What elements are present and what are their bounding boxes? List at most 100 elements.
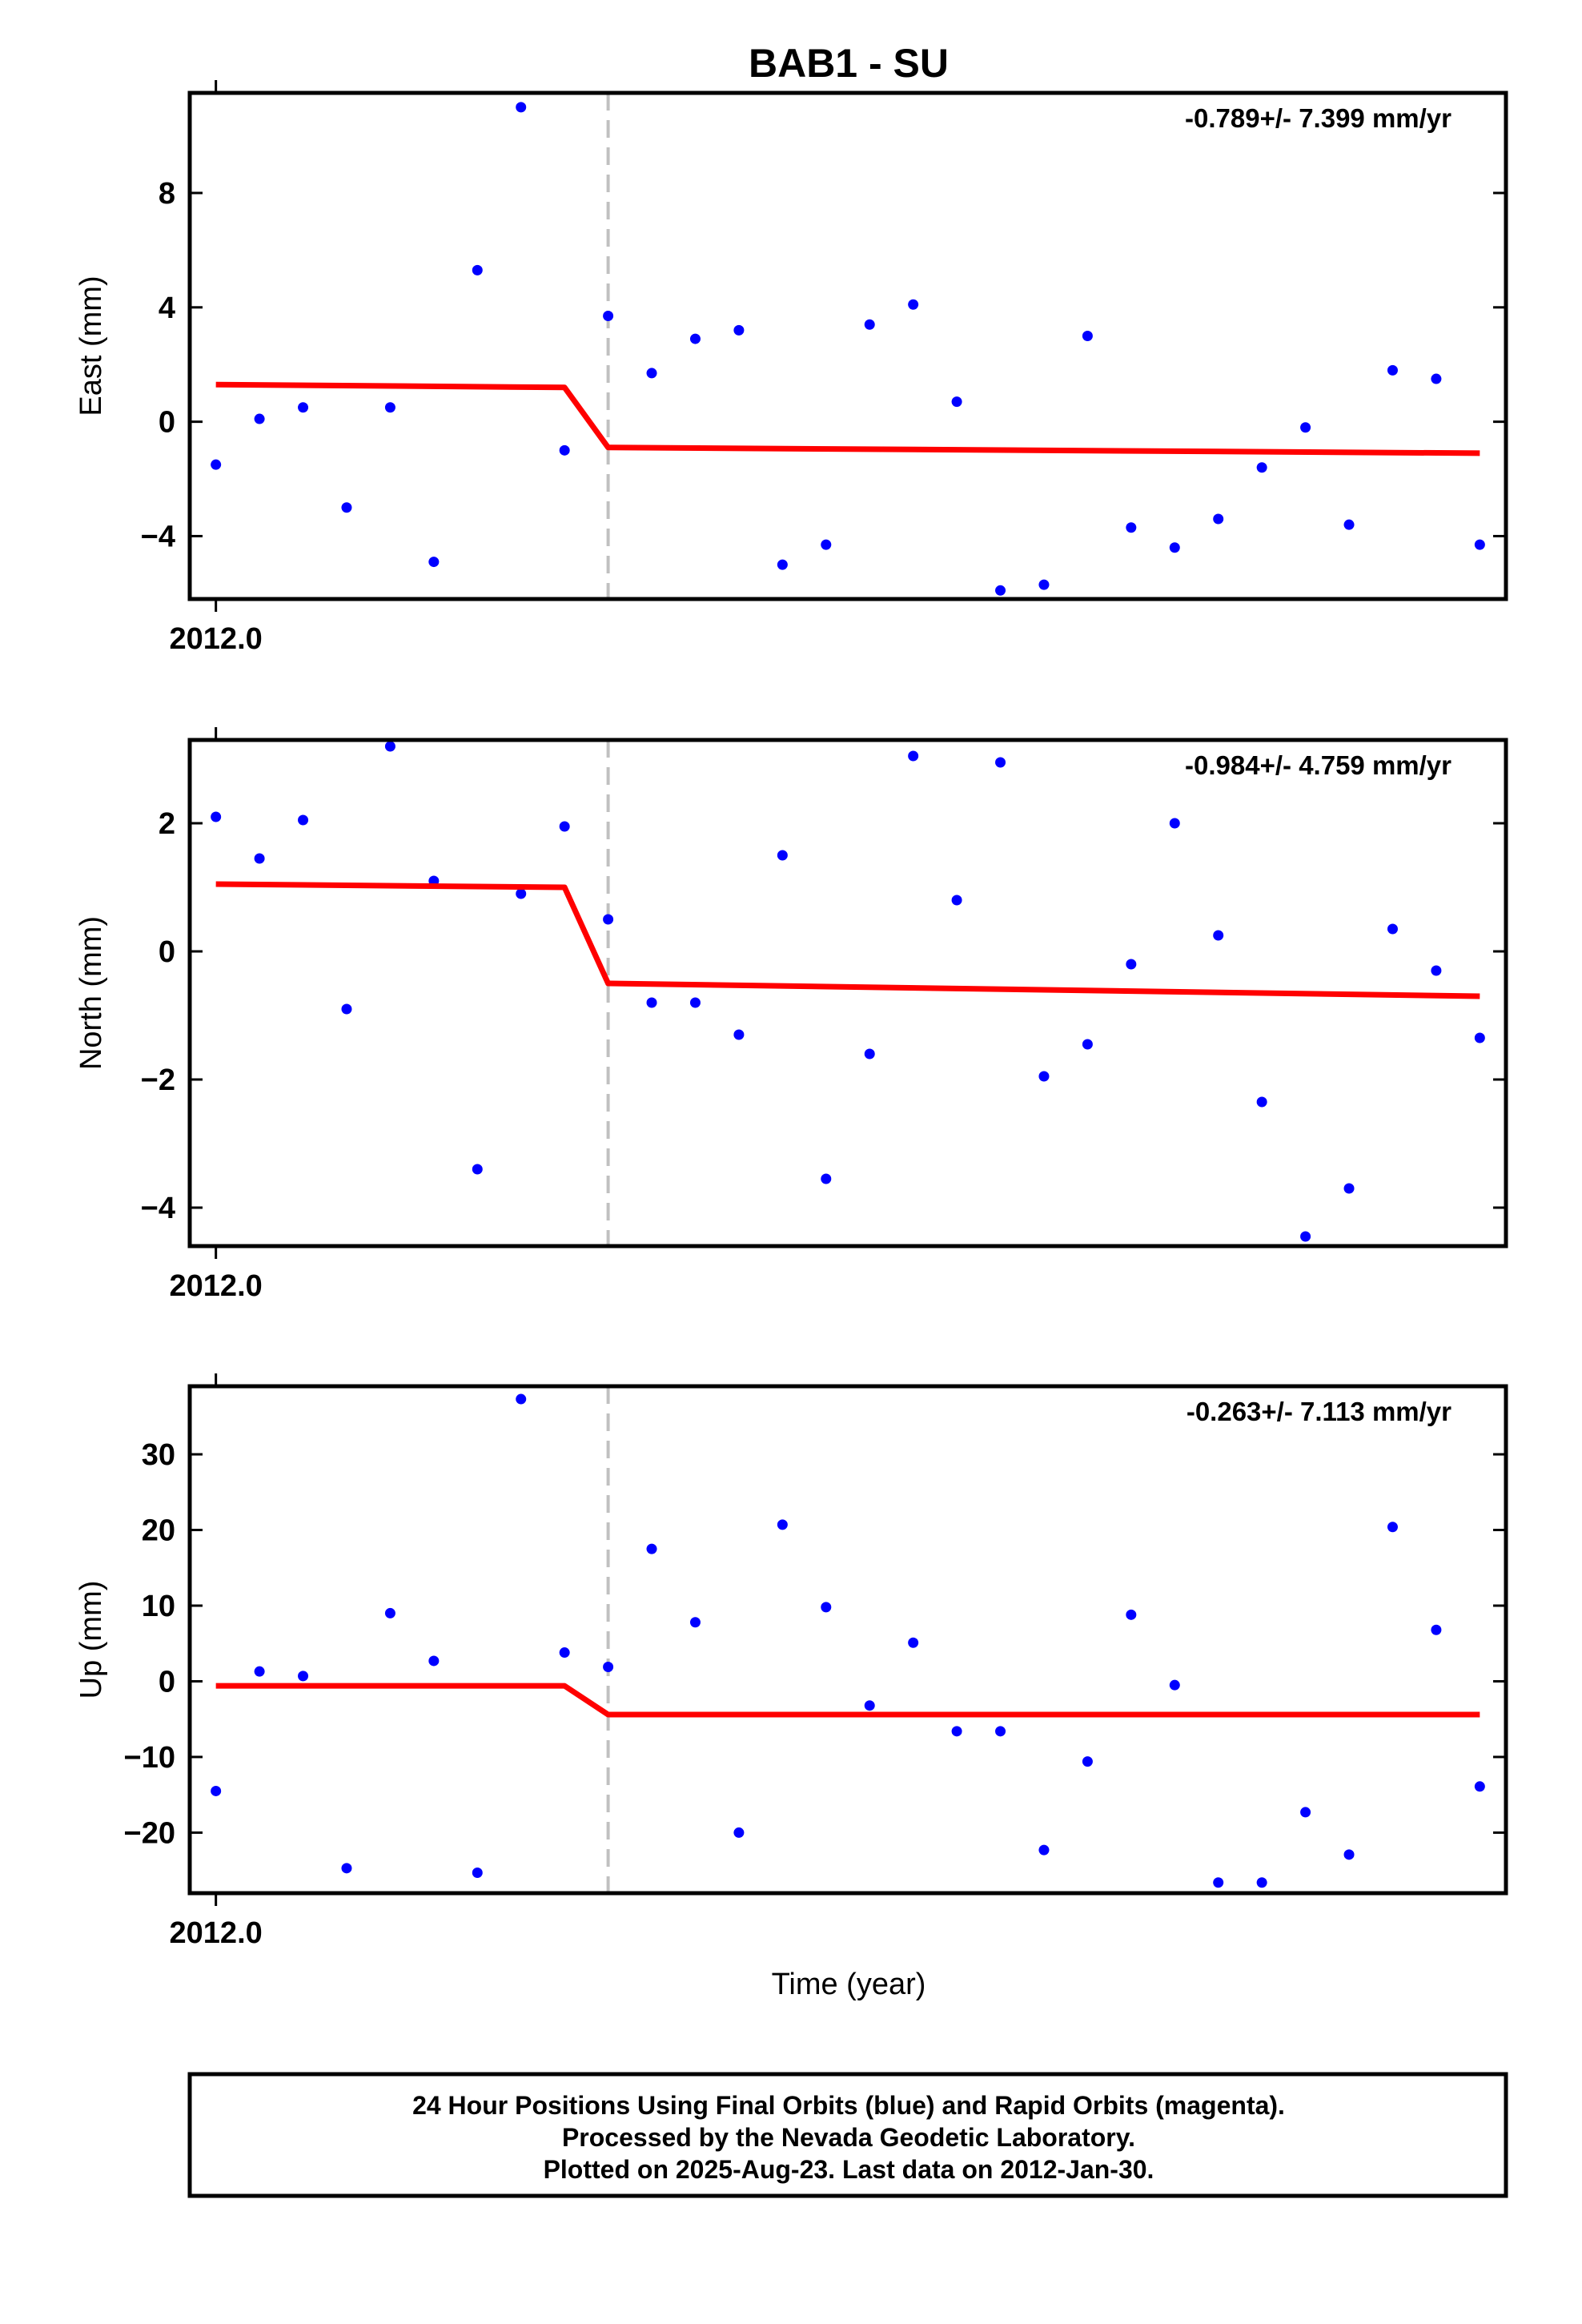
east-y-axis-label: East (mm) — [74, 275, 108, 416]
up-data-point — [1256, 1877, 1267, 1888]
north-data-point — [298, 814, 309, 826]
up-rate-label: -0.263+/- 7.113 mm/yr — [1186, 1397, 1452, 1426]
north-data-point — [1431, 965, 1442, 976]
east-data-point — [472, 264, 483, 275]
east-data-point — [1343, 519, 1355, 530]
north-ytick-label: 0 — [159, 935, 175, 969]
up-data-point — [646, 1543, 657, 1554]
up-data-point — [1300, 1807, 1311, 1818]
east-data-point — [821, 539, 832, 550]
north-data-point — [821, 1173, 832, 1184]
up-data-point — [908, 1637, 919, 1648]
up-data-point — [1082, 1756, 1093, 1767]
north-data-point — [951, 895, 962, 906]
up-data-point — [1038, 1844, 1050, 1856]
east-panel: −4 0 4 8 2012.0 East (mm) -0.789+/- 7.399 mm/y… — [74, 80, 1508, 656]
up-y-axis-label: Up (mm) — [74, 1581, 108, 1699]
east-ytick-label: 8 — [159, 177, 175, 211]
east-frame — [187, 90, 1508, 601]
up-data-point — [1126, 1609, 1137, 1620]
up-data-point — [821, 1602, 832, 1613]
east-data-point — [1387, 364, 1398, 376]
up-fit-line — [215, 1683, 1480, 1718]
north-data-point — [211, 811, 222, 822]
up-panel: −20 −10 0 10 20 30 2012.0 Up (mm) -0.263+/- 7.11… — [74, 1373, 1508, 1950]
east-data-point — [689, 333, 701, 344]
east-data-point — [951, 396, 962, 408]
east-xtick-label: 2012.0 — [170, 622, 263, 656]
up-data-point — [211, 1785, 222, 1796]
north-data-point — [646, 997, 657, 1008]
up-ytick-label: −10 — [124, 1741, 175, 1775]
north-data-point — [1474, 1032, 1485, 1043]
up-data-point — [254, 1666, 265, 1677]
east-data-point — [995, 585, 1006, 596]
north-data-point — [1082, 1039, 1093, 1050]
east-ytick-label: 4 — [159, 292, 175, 325]
north-data-point — [384, 741, 396, 752]
east-data-point — [384, 402, 396, 413]
north-data-point — [472, 1164, 483, 1175]
up-ytick-label: 0 — [159, 1665, 175, 1699]
north-data-point — [1126, 959, 1137, 970]
north-fit-line — [215, 881, 1480, 999]
east-data-point — [1169, 542, 1180, 553]
east-data-point — [1431, 373, 1442, 384]
up-xtick-label: 2012.0 — [170, 1916, 263, 1950]
north-data-point — [908, 750, 919, 762]
up-data-point — [559, 1647, 570, 1659]
north-data-point — [1213, 930, 1224, 941]
east-data-point — [341, 502, 352, 513]
north-panel: −4 −2 0 2 2012.0 North (mm) -0.984+/- 4.759 mm… — [74, 727, 1508, 1303]
north-rate-label: -0.984+/- 4.759 mm/yr — [1185, 750, 1452, 780]
north-data-point — [603, 914, 614, 925]
north-data-point — [733, 1029, 745, 1040]
north-data-point — [341, 1003, 352, 1015]
north-ytick-label: −4 — [141, 1192, 175, 1225]
east-data-point — [516, 102, 527, 113]
up-data-point — [298, 1671, 309, 1682]
east-data-point — [428, 557, 440, 568]
east-data-point — [254, 413, 265, 424]
caption-frame — [187, 2072, 1508, 2198]
caption-box: 24 Hour Positions Using Final Orbits (bl… — [187, 2072, 1508, 2198]
up-data-point — [995, 1726, 1006, 1737]
up-ytick-label: −20 — [124, 1816, 175, 1850]
north-ytick-label: 2 — [159, 807, 175, 841]
north-data-point — [1038, 1071, 1050, 1082]
up-data-point — [733, 1827, 745, 1838]
north-data-point — [995, 757, 1006, 768]
north-y-axis-label: North (mm) — [74, 916, 108, 1070]
east-data-point — [777, 559, 788, 570]
east-data-point — [1082, 331, 1093, 342]
east-data-point — [1474, 539, 1485, 550]
east-data-point — [559, 444, 570, 456]
north-data-point — [559, 821, 570, 832]
north-data-point — [1256, 1096, 1267, 1108]
chart-panels: −4 0 4 8 2012.0 East (mm) -0.789+/- 7.399 mm/y… — [74, 80, 1508, 1950]
north-data-point — [689, 997, 701, 1008]
east-rate-label: -0.789+/- 7.399 mm/yr — [1185, 103, 1452, 133]
up-data-point — [341, 1863, 352, 1874]
east-data-point — [1126, 522, 1137, 533]
up-data-point — [603, 1662, 614, 1673]
east-fit-line — [215, 381, 1480, 456]
up-data-point — [689, 1617, 701, 1628]
up-data-point — [1387, 1522, 1398, 1533]
north-data-point — [864, 1048, 875, 1059]
up-data-point — [951, 1726, 962, 1737]
north-data-point — [254, 853, 265, 864]
north-frame — [187, 738, 1508, 1248]
east-data-point — [1213, 513, 1224, 525]
up-ytick-label: 30 — [142, 1438, 175, 1472]
up-data-point — [516, 1393, 527, 1405]
east-data-point — [603, 311, 614, 322]
up-data-point — [1169, 1679, 1180, 1691]
caption-line-2: Processed by the Nevada Geodetic Laborat… — [562, 2123, 1135, 2152]
north-data-point — [516, 888, 527, 899]
east-data-point — [298, 402, 309, 413]
up-data-point — [1213, 1877, 1224, 1888]
up-ytick-label: 20 — [142, 1514, 175, 1548]
north-data-point — [1387, 923, 1398, 935]
